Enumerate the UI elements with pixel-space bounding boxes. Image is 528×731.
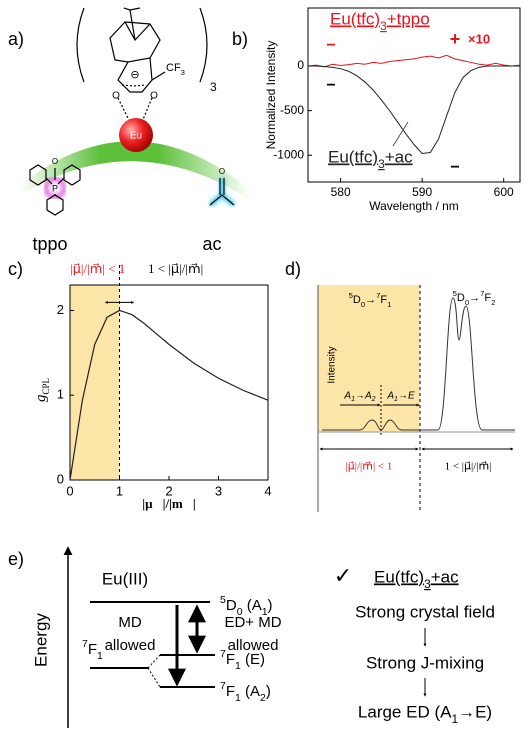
sign-label: − [326,37,335,54]
x-tick-label: 580 [331,185,351,199]
ligand-count: 3 [210,80,217,94]
camphor [110,8,160,62]
y-tick-label: 2 [57,302,64,317]
step-label: Large ED (A1→E) [358,702,492,726]
region-label: |μ⃗|/|m⃗| < 1 [70,261,125,276]
ligand-name: tppo [32,234,67,254]
ion-label: Eu(III) [102,569,148,588]
data-line [308,55,520,67]
sign-label: − [450,159,459,176]
level-label: 7F1 [82,638,103,662]
region-label: 1 < |μ⃗|/|m⃗| [445,461,492,473]
x-tick-label: 1 [116,483,123,498]
transition-note: allowed [228,637,279,654]
x-tick-label: 3 [215,483,222,498]
sublevel-label: A1→A2 [343,391,375,404]
atom-label: O [219,167,225,176]
x-tick-label: 0 [66,483,73,498]
page: {"panel_a": {"label": "a)", "cf3": "CF3"… [0,0,528,731]
y-axis-label: Intensity [327,346,338,383]
group-label: CF3 [166,62,185,77]
atom-label: O [150,91,158,102]
bracket [200,8,207,82]
panel-label: b) [232,29,248,49]
sign-label: + [450,29,461,49]
scale-label: ×10 [468,31,490,46]
x-tick-label: 600 [494,185,514,199]
transition-note: ED+ MD [224,614,281,631]
delocalized [122,85,146,86]
x-tick-label: 590 [412,185,432,199]
check-mark: ✓ [334,563,352,588]
x-axis-label: |μ⃗|/|m⃗| [142,496,196,511]
region-label: |μ⃗|/|m⃗| < 1 [346,461,393,473]
level-label: 7F1 (A2) [220,680,271,704]
data-line [308,66,520,153]
sublevel-label: A1→E [386,391,415,404]
panel-label: a) [8,29,24,49]
figure: a)CF33OO⊖EuPOOtppoacb)5805906000-500-100… [0,0,528,731]
y-tick-label: 1 [57,387,64,402]
legend-label: Eu(tfc)3+tppo [330,9,430,33]
panel-label: e) [8,549,24,569]
chelate [118,58,165,92]
panel-label: c) [8,259,23,279]
y-tick-label: -500 [280,103,304,117]
split [148,668,160,687]
y-axis-label-sub: CPL [41,378,51,395]
ligand-name: ac [202,234,221,254]
sign-label: − [326,77,335,94]
split [148,655,160,668]
step-label: Strong J-mixing [366,653,484,672]
charge-label: ⊖ [130,69,139,81]
y-axis-label: Normalized Intensity [264,41,278,150]
legend-label: Eu(tfc)3+ac [328,147,413,171]
x-tick-label: 4 [264,483,271,498]
transition-note: allowed [105,637,156,654]
atom-label: P [52,183,58,193]
bracket [77,8,84,82]
y-axis-label: gCPL [33,378,51,402]
region-label: 1 < |μ⃗|/|m⃗| [148,261,203,276]
transition-note: MD [118,614,141,631]
step-label: Strong crystal field [355,602,495,621]
atom-label: O [52,157,58,166]
atom-label: Eu [130,131,142,142]
y-tick-label: 0 [57,471,64,486]
transition-label: 5D0→7F2 [453,289,496,307]
panel-label: d) [285,259,301,279]
x-axis-label: Wavelength / nm [369,199,459,213]
y-tick-label: 0 [297,58,304,72]
transition-label: 5D0→7F1 [349,291,392,309]
complex-label: Eu(tfc)3+ac [374,567,459,591]
axis-label: Energy [31,613,50,667]
atom-label: O [112,91,120,102]
